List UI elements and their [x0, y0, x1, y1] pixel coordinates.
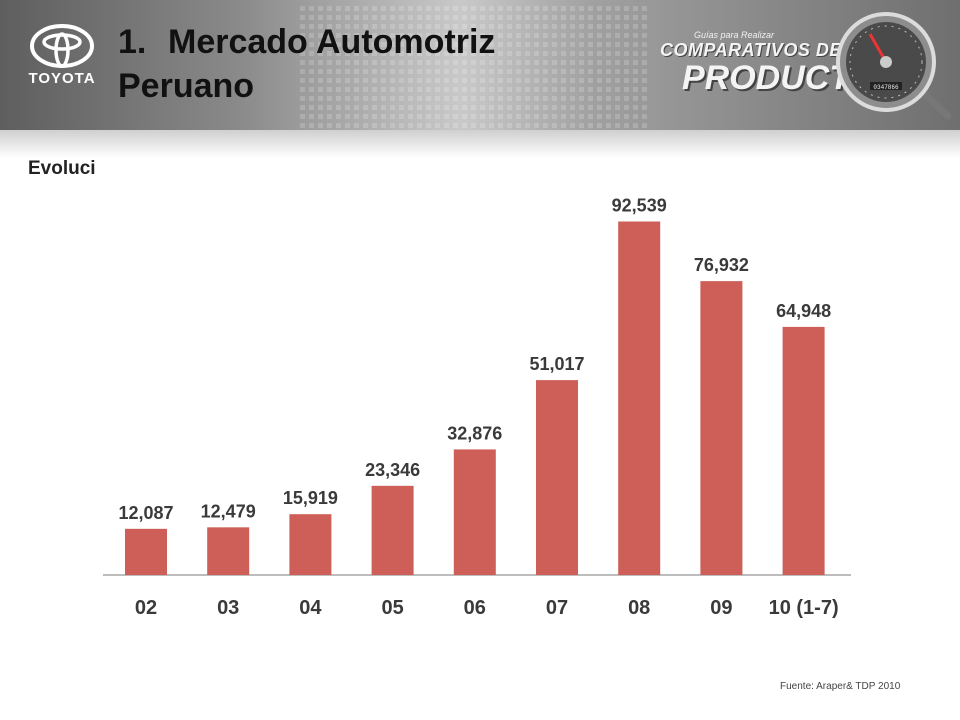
bar-chart: 12,087 02 12,479 03 15,919 04 23,346 05 32,876 06… [103, 196, 851, 619]
bar-6 [618, 221, 661, 575]
data-label-5: 51,017 [529, 354, 584, 374]
toyota-logo: TOYOTA [18, 22, 106, 92]
x-tick-label-3: 05 [381, 597, 403, 619]
gauge-odometer: 0347866 [873, 84, 899, 91]
title-line-2: Peruano [118, 67, 255, 105]
x-tick-label-5: 07 [546, 597, 568, 619]
header-fade [0, 130, 960, 158]
bar-3 [371, 485, 414, 575]
data-label-1: 12,479 [201, 501, 256, 521]
brand-line-2: PRODUCTO [682, 59, 876, 97]
x-tick-label-2: 04 [299, 597, 322, 619]
brand-small-text: Guías para Realizar [694, 30, 775, 40]
page-title: 1. Mercado Automotriz Peruano [118, 20, 495, 108]
chart-subtitle: Evoluci [28, 158, 96, 179]
bar-5 [536, 380, 578, 575]
source-note: Fuente: Araper& TDP 2010 [780, 681, 901, 692]
speedometer-icon: 0347866 [836, 12, 952, 120]
data-label-4: 32,876 [447, 423, 502, 443]
data-label-6: 92,539 [612, 196, 667, 216]
x-tick-label-6: 08 [628, 597, 650, 619]
brand-line-1: COMPARATIVOS DE [660, 40, 842, 60]
brand-block: Guías para Realizar COMPARATIVOS DE PROD… [660, 30, 876, 97]
x-tick-label-4: 06 [464, 597, 486, 619]
bar-7 [700, 281, 743, 575]
bar-2 [289, 514, 332, 575]
x-tick-label-8: 10 (1-7) [769, 597, 839, 619]
title-line-1: Mercado Automotriz [168, 23, 496, 61]
bar-8 [782, 326, 825, 575]
bar-1 [207, 527, 250, 575]
x-tick-label-1: 03 [217, 597, 239, 619]
header-banner [0, 0, 960, 133]
x-tick-label-0: 02 [135, 597, 157, 619]
x-tick-label-7: 09 [710, 597, 732, 619]
logo-text: TOYOTA [28, 70, 96, 87]
data-label-7: 76,932 [694, 255, 749, 275]
data-label-2: 15,919 [283, 488, 338, 508]
data-label-0: 12,087 [118, 503, 173, 523]
toyota-emblem-icon [30, 24, 94, 68]
bar-0 [125, 528, 167, 575]
data-label-8: 64,948 [776, 301, 831, 321]
data-label-3: 23,346 [365, 460, 420, 480]
bar-4 [453, 449, 496, 575]
dot-pattern-background [300, 6, 647, 133]
title-number: 1. [118, 23, 147, 61]
